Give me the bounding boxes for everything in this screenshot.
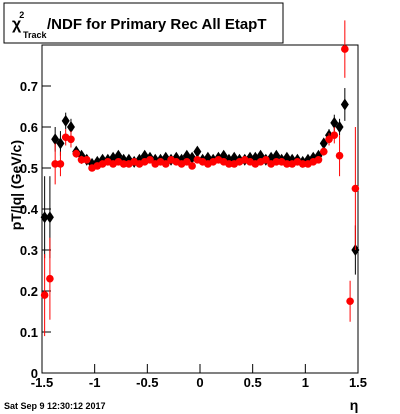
footer: Sat Sep 9 12:30:12 2017 — [4, 401, 106, 411]
y-tick-label: 0.1 — [20, 325, 38, 340]
marker — [56, 137, 65, 150]
marker — [335, 151, 344, 160]
marker — [119, 160, 128, 168]
marker — [188, 162, 196, 170]
x-tick-label: -1 — [89, 375, 101, 390]
marker — [40, 291, 49, 299]
x-tick-label: -0.5 — [136, 375, 158, 390]
marker — [183, 158, 191, 166]
title-box — [3, 2, 284, 44]
y-axis-label: pT/|q| (GeV/c) — [8, 140, 24, 230]
x-tick-label: 0.5 — [244, 375, 262, 390]
marker — [335, 121, 344, 133]
marker — [272, 158, 281, 166]
marker — [72, 149, 81, 158]
title-sub: Track — [23, 30, 48, 40]
marker — [146, 156, 154, 164]
marker — [351, 184, 360, 193]
marker — [193, 145, 202, 158]
marker — [51, 160, 59, 168]
marker — [298, 160, 307, 168]
marker — [283, 160, 291, 168]
x-axis-label: η — [350, 397, 359, 413]
y-tick-label: 0.5 — [20, 161, 38, 176]
marker — [340, 98, 349, 111]
x-tick-label: 1 — [302, 375, 309, 390]
marker — [314, 156, 323, 164]
marker — [262, 156, 270, 164]
y-tick-label: 0.7 — [20, 79, 38, 94]
marker — [325, 135, 333, 144]
x-tick-label: 0 — [196, 375, 203, 390]
marker — [77, 156, 86, 164]
x-tick-label: -1.5 — [31, 375, 53, 390]
title-symbol: χ — [12, 16, 22, 33]
title-text: /NDF for Primary Rec All EtapT — [47, 16, 267, 33]
marker — [330, 116, 339, 129]
marker — [319, 147, 328, 156]
title-sup: 2 — [19, 10, 24, 20]
marker — [66, 121, 75, 133]
marker — [346, 297, 354, 306]
y-tick-label: 0.6 — [20, 120, 38, 135]
marker — [56, 160, 65, 168]
marker — [330, 131, 339, 139]
y-tick-label: 0.3 — [20, 243, 38, 258]
marker — [225, 160, 233, 168]
marker — [161, 160, 170, 168]
chart-title: χ2 — [12, 10, 24, 33]
marker — [61, 114, 70, 127]
marker — [45, 211, 54, 224]
marker — [341, 45, 349, 53]
x-tick-label: 1.5 — [349, 375, 367, 390]
y-tick-label: 0.4 — [20, 202, 39, 217]
marker — [46, 274, 54, 283]
marker — [40, 211, 49, 224]
marker — [82, 156, 91, 164]
y-tick-label: 0 — [31, 366, 38, 381]
marker — [67, 135, 75, 144]
y-tick-label: 0.2 — [20, 284, 38, 299]
